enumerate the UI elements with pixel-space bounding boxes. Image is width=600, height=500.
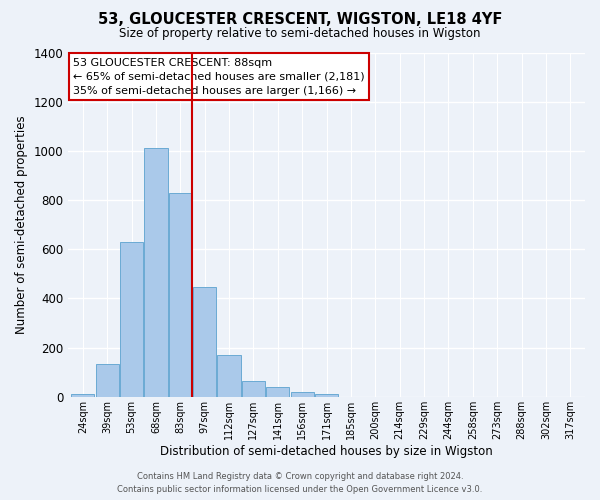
- Bar: [193, 288, 216, 397]
- Bar: [266, 387, 289, 397]
- Bar: [315, 394, 338, 397]
- Bar: [145, 148, 167, 397]
- Text: Size of property relative to semi-detached houses in Wigston: Size of property relative to semi-detach…: [119, 28, 481, 40]
- Text: 53, GLOUCESTER CRESCENT, WIGSTON, LE18 4YF: 53, GLOUCESTER CRESCENT, WIGSTON, LE18 4…: [98, 12, 502, 28]
- Text: 53 GLOUCESTER CRESCENT: 88sqm
← 65% of semi-detached houses are smaller (2,181)
: 53 GLOUCESTER CRESCENT: 88sqm ← 65% of s…: [73, 58, 365, 96]
- Bar: [169, 192, 192, 397]
- X-axis label: Distribution of semi-detached houses by size in Wigston: Distribution of semi-detached houses by …: [160, 444, 493, 458]
- Bar: [71, 394, 94, 397]
- Text: Contains HM Land Registry data © Crown copyright and database right 2024.
Contai: Contains HM Land Registry data © Crown c…: [118, 472, 482, 494]
- Bar: [242, 381, 265, 397]
- Bar: [120, 242, 143, 397]
- Bar: [217, 355, 241, 397]
- Bar: [290, 392, 314, 397]
- Y-axis label: Number of semi-detached properties: Number of semi-detached properties: [15, 116, 28, 334]
- Bar: [95, 364, 119, 397]
